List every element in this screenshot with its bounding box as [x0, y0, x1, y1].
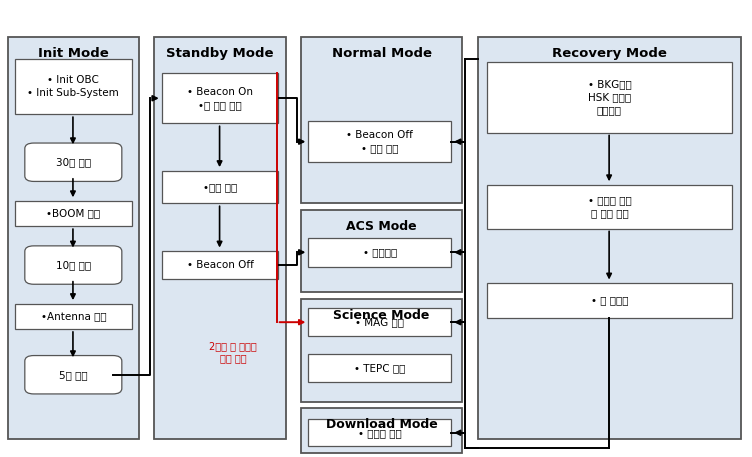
FancyBboxPatch shape	[25, 246, 122, 284]
Text: • Beacon On
•첫 교신 대기: • Beacon On •첫 교신 대기	[187, 87, 253, 110]
Text: • 데이터 전송: • 데이터 전송	[358, 428, 402, 438]
Bar	[308, 238, 451, 267]
Text: Download Mode: Download Mode	[326, 418, 438, 430]
Bar	[301, 299, 462, 402]
FancyBboxPatch shape	[25, 143, 122, 181]
Bar	[487, 62, 732, 133]
Text: • Beacon Off: • Beacon Off	[186, 260, 253, 270]
Text: •명령 수신: •명령 수신	[203, 182, 237, 192]
Text: Recovery Mode: Recovery Mode	[552, 47, 666, 59]
FancyBboxPatch shape	[25, 356, 122, 394]
Text: • 자세제어: • 자세제어	[362, 248, 397, 257]
Text: 30분 대기: 30분 대기	[56, 157, 91, 167]
Text: ACS Mode: ACS Mode	[347, 220, 417, 233]
Text: • BKG에서
HSK 체크시
이상발생: • BKG에서 HSK 체크시 이상발생	[587, 79, 632, 115]
Bar	[308, 308, 451, 336]
Bar	[487, 283, 732, 318]
Text: Init Mode: Init Mode	[38, 47, 109, 59]
Text: • 데이터 저장
및 로그 기록: • 데이터 저장 및 로그 기록	[587, 195, 632, 218]
Text: •BOOM 사출: •BOOM 사출	[47, 209, 100, 218]
Bar	[15, 304, 132, 329]
Text: • MAG 실행: • MAG 실행	[355, 317, 405, 327]
Bar	[301, 408, 462, 453]
Bar	[154, 37, 286, 439]
Bar	[162, 73, 278, 123]
Text: • TEPC 실행: • TEPC 실행	[354, 363, 405, 373]
Bar	[162, 171, 278, 203]
Bar	[301, 210, 462, 292]
Text: 2주간 첫 교신이
없는 경우: 2주간 첫 교신이 없는 경우	[209, 341, 257, 363]
Text: Normal Mode: Normal Mode	[332, 47, 432, 59]
Bar	[15, 59, 132, 114]
Text: • Init OBC
• Init Sub-System: • Init OBC • Init Sub-System	[27, 75, 120, 98]
Bar	[15, 201, 132, 226]
Text: • 재 초기화: • 재 초기화	[591, 296, 628, 305]
Bar	[8, 37, 139, 439]
Text: Standby Mode: Standby Mode	[166, 47, 274, 59]
Bar	[308, 121, 451, 162]
Text: Science Mode: Science Mode	[333, 309, 430, 322]
Text: 10분 대기: 10분 대기	[56, 260, 91, 270]
Text: • Beacon Off
• 명령 대기: • Beacon Off • 명령 대기	[347, 130, 413, 153]
Bar	[487, 185, 732, 228]
Text: •Antenna 사출: •Antenna 사출	[41, 312, 106, 321]
Bar	[301, 37, 462, 203]
Bar	[162, 251, 278, 279]
Text: 5분 대기: 5분 대기	[59, 370, 88, 380]
Bar	[308, 354, 451, 382]
Bar	[308, 419, 451, 446]
Bar	[478, 37, 741, 439]
